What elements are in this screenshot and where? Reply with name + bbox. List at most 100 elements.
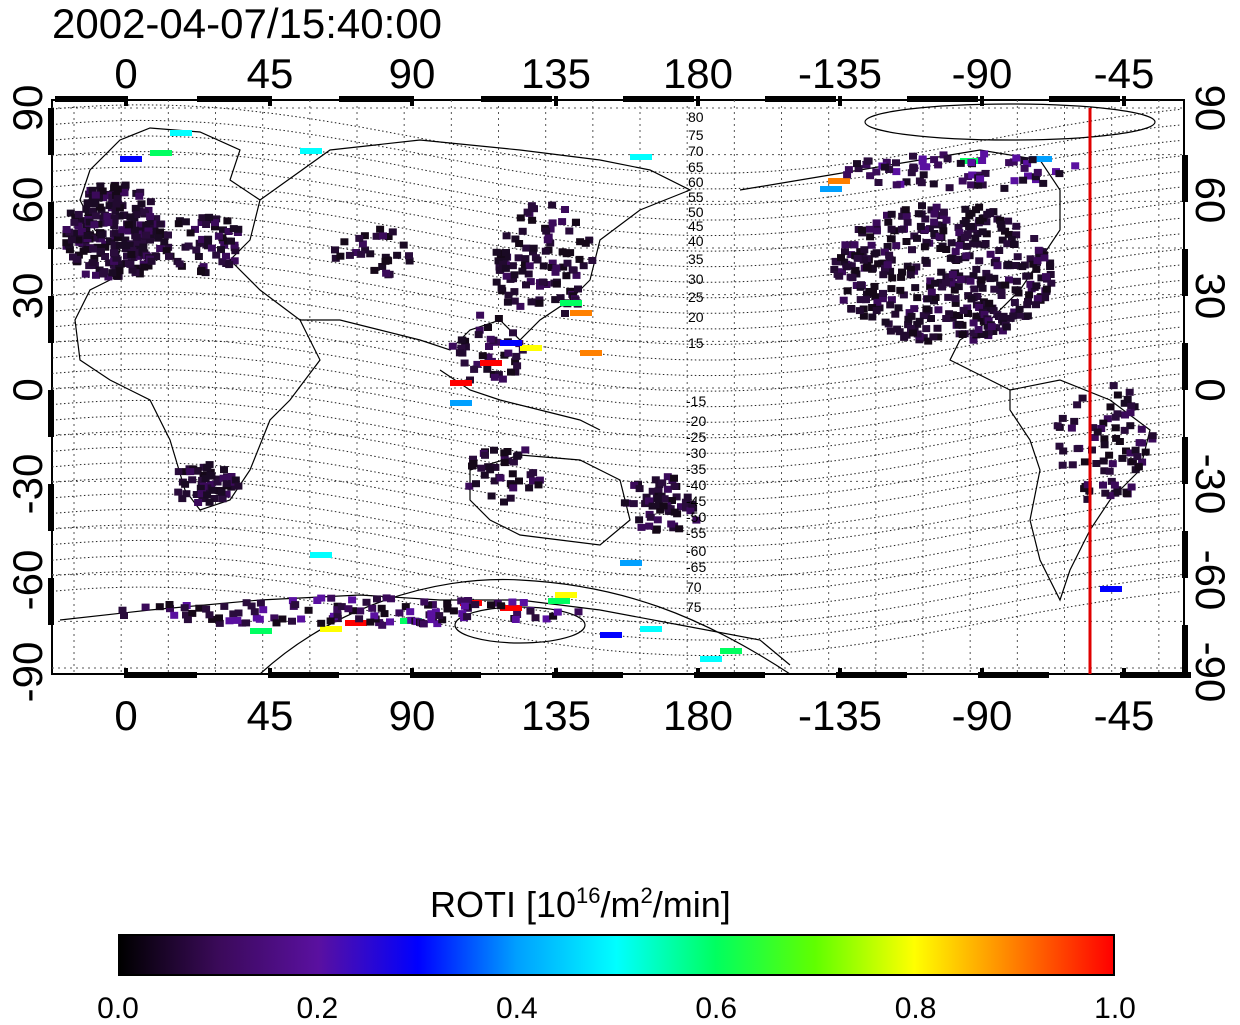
roti-pixel — [878, 295, 887, 303]
roti-pixel-bright — [500, 340, 522, 346]
roti-pixel — [518, 267, 527, 275]
roti-pixel — [352, 249, 361, 256]
contour-label: 70 — [688, 143, 704, 159]
roti-pixel — [1068, 461, 1077, 469]
roti-pixel — [124, 227, 133, 235]
roti-pixel — [831, 257, 840, 265]
roti-pixel — [510, 271, 519, 279]
roti-pixel — [110, 241, 119, 249]
roti-pixel — [656, 506, 665, 514]
coastline-indonesia — [439, 369, 601, 431]
roti-pixel — [317, 619, 326, 627]
roti-pixel — [223, 217, 232, 225]
roti-pixel — [182, 611, 190, 619]
roti-pixel — [1039, 179, 1048, 187]
roti-pixel — [1111, 424, 1120, 432]
roti-pixel — [433, 620, 442, 628]
roti-pixel — [217, 488, 226, 496]
roti-pixel — [457, 336, 466, 344]
roti-pixel — [202, 221, 211, 228]
roti-pixel — [70, 229, 79, 237]
roti-pixel — [892, 242, 901, 250]
roti-pixel — [373, 595, 381, 603]
roti-pixel — [192, 491, 201, 498]
roti-pixel — [133, 238, 142, 246]
roti-pixel — [130, 226, 139, 234]
roti-pixel — [217, 246, 225, 254]
roti-pixel — [528, 216, 537, 224]
roti-pixel — [525, 262, 534, 270]
roti-pixel — [955, 272, 964, 280]
roti-pixel — [942, 279, 950, 287]
roti-pixel — [944, 293, 953, 301]
roti-pixel — [897, 225, 906, 233]
roti-pixel — [888, 274, 897, 282]
roti-pixel — [142, 221, 151, 229]
roti-pixel — [360, 232, 369, 240]
roti-pixel — [70, 218, 79, 226]
roti-pixel — [929, 333, 938, 341]
roti-pixel — [464, 597, 473, 604]
roti-pixel — [101, 253, 110, 260]
roti-pixel — [222, 480, 231, 488]
roti-pixel — [348, 607, 357, 615]
lat-tick-label-left: 60 — [4, 177, 51, 224]
roti-pixel — [497, 284, 506, 292]
roti-pixel — [74, 210, 83, 218]
roti-pixel — [1120, 399, 1129, 407]
roti-pixel — [552, 264, 561, 272]
roti-pixel — [115, 212, 124, 220]
roti-pixel — [484, 353, 493, 361]
roti-pixel — [1138, 458, 1147, 466]
roti-pixel — [1010, 299, 1019, 306]
roti-pixel — [893, 325, 902, 333]
contour-label: 60 — [688, 174, 704, 190]
roti-pixel — [120, 612, 128, 619]
frame-segment — [1049, 96, 1120, 102]
mlat-contour — [52, 322, 1181, 392]
mlat-contour — [52, 368, 1181, 439]
roti-pixel — [159, 231, 168, 239]
roti-pixel — [927, 315, 935, 322]
roti-pixel — [886, 327, 895, 335]
roti-pixel — [186, 229, 195, 237]
roti-pixel — [515, 240, 524, 247]
roti-pixel — [1003, 240, 1012, 248]
roti-pixel — [214, 232, 223, 240]
roti-pixel — [853, 160, 861, 168]
roti-pixel — [921, 256, 930, 264]
roti-pixel — [378, 263, 387, 270]
roti-pixel — [1019, 176, 1028, 184]
roti-pixel — [460, 359, 469, 367]
roti-pixel — [872, 307, 881, 314]
roti-pixel — [188, 609, 197, 617]
roti-pixel — [902, 212, 911, 220]
roti-pixel — [962, 242, 971, 250]
roti-pixel — [502, 272, 511, 280]
roti-pixel — [518, 227, 527, 235]
roti-pixel — [407, 616, 416, 624]
roti-pixel — [677, 503, 685, 511]
roti-pixel — [443, 605, 452, 613]
roti-pixel — [565, 227, 574, 235]
roti-pixel — [985, 299, 994, 307]
roti-pixel — [178, 495, 187, 503]
roti-pixel — [1023, 312, 1032, 320]
roti-pixel — [242, 619, 251, 627]
roti-pixel — [934, 306, 943, 314]
roti-pixel — [977, 276, 986, 284]
roti-pixel — [457, 344, 466, 352]
roti-pixel — [361, 246, 370, 254]
latitude-axis: 90 90 60 60 30 30 0 0 -30 -30 -60 -60 -90 -90 — [4, 85, 1234, 703]
colorbar-tick-label: 0.0 — [97, 992, 139, 1025]
roti-pixel — [498, 375, 507, 383]
colorbar-tick-label: 1.0 — [1094, 992, 1136, 1025]
roti-pixel — [548, 219, 557, 227]
roti-pixel — [863, 157, 872, 165]
roti-pixel — [569, 266, 578, 274]
roti-pixel — [648, 502, 657, 510]
roti-pixel-bright — [560, 300, 582, 306]
mlat-contour — [52, 431, 1181, 501]
roti-pixel — [872, 219, 881, 227]
roti-pixel-bright — [300, 148, 322, 154]
